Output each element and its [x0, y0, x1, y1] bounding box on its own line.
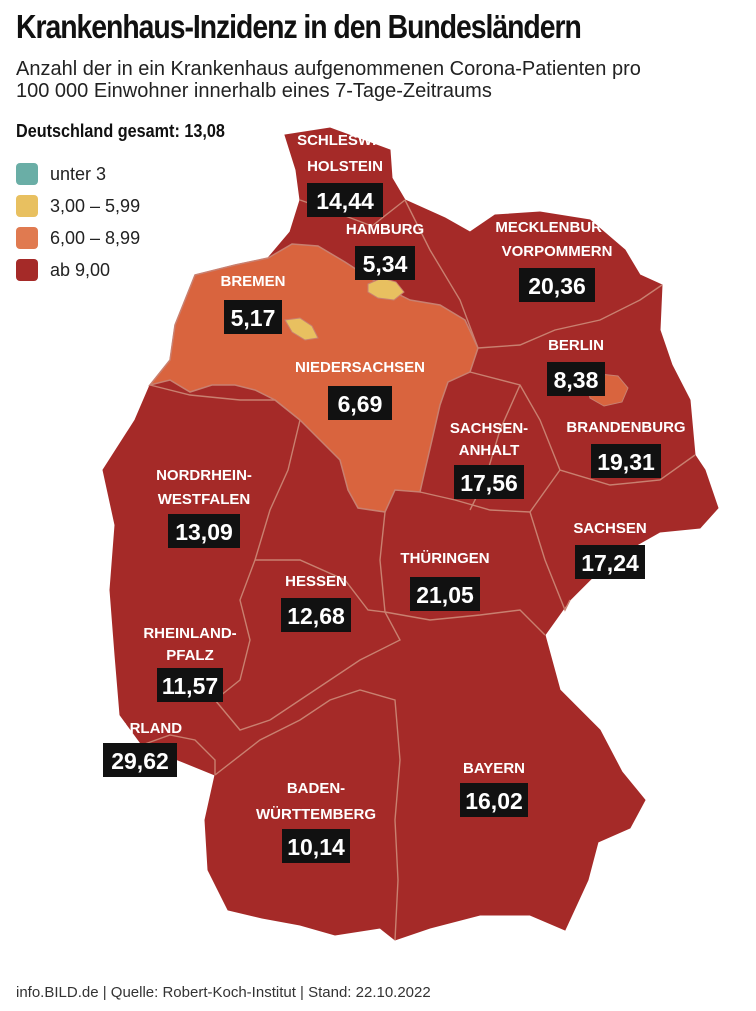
state-name: THÜRINGEN	[400, 550, 489, 567]
state-value: 13,09	[175, 519, 233, 545]
legend-swatch	[16, 163, 38, 185]
state-name: NIEDERSACHSEN	[295, 359, 425, 376]
state-value: 19,31	[597, 449, 655, 475]
state-name: RHEINLAND-	[143, 625, 236, 642]
state-label-nw: NORDRHEIN- WESTFALEN 13,09	[156, 467, 252, 548]
state-label-sl: SAARLAND 29,62	[98, 720, 182, 777]
value-box	[168, 514, 240, 548]
state-name: WESTFALEN	[158, 491, 251, 508]
legend-swatch	[16, 195, 38, 217]
value-box	[307, 183, 383, 217]
value-box	[281, 598, 351, 632]
legend-label: 6,00 – 8,99	[50, 227, 141, 248]
value-box	[103, 743, 177, 777]
state-label-bb: BRANDENBURG 19,31	[566, 419, 686, 478]
region-bremen	[284, 317, 319, 341]
legend: unter 3 3,00 – 5,99 6,00 – 8,99 ab 9,00	[16, 158, 140, 286]
legend-label: 3,00 – 5,99	[50, 195, 141, 216]
legend-item-unter-3: unter 3	[16, 158, 140, 190]
state-label-hh: HAMBURG 5,34	[346, 221, 424, 280]
state-name: ANHALT	[459, 442, 520, 459]
state-value: 11,57	[162, 673, 218, 699]
state-value: 12,68	[287, 603, 345, 629]
state-name: PFALZ	[166, 647, 214, 664]
state-name: SAARLAND	[98, 720, 182, 737]
value-box	[547, 362, 605, 396]
value-box	[224, 300, 282, 334]
state-name: VORPOMMERN	[502, 243, 613, 260]
chart-title: Krankenhaus-Inzidenz in den Bundesländer…	[16, 8, 582, 45]
state-label-th: THÜRINGEN 21,05	[400, 550, 490, 611]
state-name: BADEN-	[287, 780, 345, 797]
state-name: SCHLESWIG-	[297, 132, 393, 149]
state-label-by: BAYERN 16,02	[460, 760, 528, 817]
value-box	[519, 268, 595, 302]
chart-subtitle: Anzahl der in ein Krankenhaus aufgenomme…	[16, 58, 641, 102]
state-label-be: BERLIN 8,38	[547, 337, 605, 396]
state-value: 17,56	[460, 470, 518, 496]
state-label-sh: SCHLESWIG- HOLSTEIN 14,44	[297, 132, 393, 217]
value-box	[328, 386, 392, 420]
state-value: 29,62	[111, 748, 169, 774]
value-box	[575, 545, 645, 579]
state-borders	[141, 199, 696, 941]
state-name: NORDRHEIN-	[156, 467, 252, 484]
state-name: BAYERN	[463, 760, 525, 777]
legend-label: ab 9,00	[50, 259, 111, 280]
value-box	[454, 465, 524, 499]
state-name: WÜRTTEMBERG	[256, 806, 376, 823]
state-value: 20,36	[528, 273, 586, 299]
germany-total: Deutschland gesamt: 13,08	[16, 121, 225, 141]
state-label-st: SACHSEN- ANHALT 17,56	[450, 420, 528, 499]
value-box	[410, 577, 480, 611]
legend-item-6-to-9: 6,00 – 8,99	[16, 222, 140, 254]
legend-label: unter 3	[50, 163, 107, 184]
state-value: 8,38	[554, 367, 599, 393]
value-box	[460, 783, 528, 817]
state-value: 10,14	[287, 834, 345, 860]
legend-swatch	[16, 259, 38, 281]
state-value: 14,44	[316, 188, 374, 214]
legend-swatch	[16, 227, 38, 249]
state-name: HOLSTEIN	[307, 158, 383, 175]
state-value: 16,02	[465, 788, 523, 814]
state-value: 17,24	[581, 550, 639, 576]
state-name: BRANDENBURG	[566, 419, 685, 436]
state-name: BREMEN	[220, 273, 285, 290]
state-value: 5,17	[231, 305, 276, 331]
state-name: SACHSEN	[573, 520, 646, 537]
state-name: SACHSEN-	[450, 420, 528, 437]
value-box	[157, 668, 223, 702]
state-name: BERLIN	[548, 337, 604, 354]
state-name: HESSEN	[285, 573, 347, 590]
state-value: 6,69	[338, 391, 383, 417]
state-label-he: HESSEN 12,68	[281, 573, 351, 632]
state-name: HAMBURG	[346, 221, 424, 238]
value-box	[355, 246, 415, 280]
state-label-rp: RHEINLAND- PFALZ 11,57	[143, 625, 237, 702]
state-label-ni: NIEDERSACHSEN 6,69	[295, 359, 425, 420]
value-box	[591, 444, 661, 478]
value-box	[282, 829, 350, 863]
legend-item-3-to-6: 3,00 – 5,99	[16, 190, 140, 222]
state-name: MECKLENBURG-	[495, 219, 618, 236]
state-label-hb: BREMEN 5,17	[220, 273, 286, 334]
source-footer: info.BILD.de | Quelle: Robert-Koch-Insti…	[16, 984, 431, 1001]
legend-item-ab-9: ab 9,00	[16, 254, 140, 286]
state-value: 5,34	[363, 251, 408, 277]
state-label-mv: MECKLENBURG- VORPOMMERN 20,36	[495, 219, 619, 302]
state-label-sn: SACHSEN 17,24	[573, 520, 647, 579]
state-label-bw: BADEN- WÜRTTEMBERG 10,14	[256, 780, 376, 863]
state-value: 21,05	[416, 582, 474, 608]
